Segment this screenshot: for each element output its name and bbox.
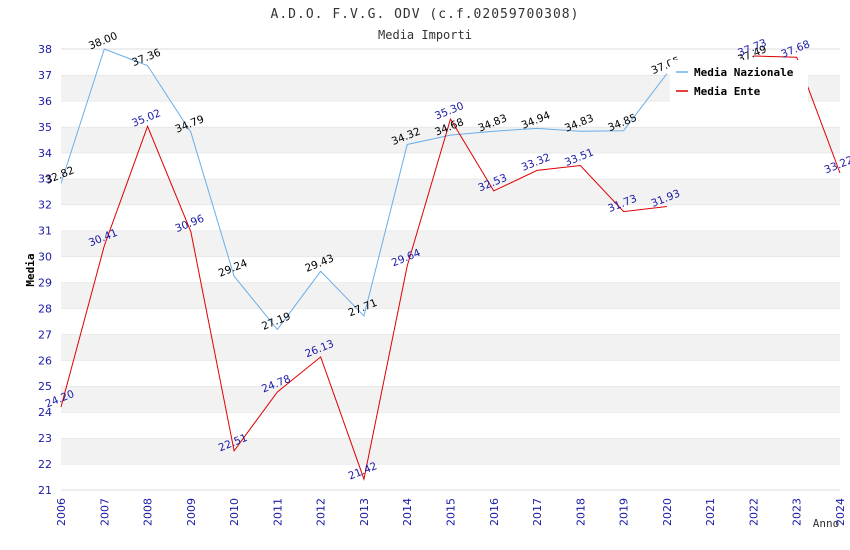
- y-tick-label: 22: [38, 458, 52, 471]
- grid-band: [61, 204, 840, 231]
- grid-band: [61, 230, 840, 257]
- chart-title: A.D.O. F.V.G. ODV (c.f.02059700308): [271, 7, 580, 22]
- x-tick-label: 2013: [358, 498, 371, 526]
- grid-band: [61, 334, 840, 361]
- grid-band: [61, 126, 840, 153]
- grid-band: [61, 360, 840, 387]
- legend: Media Nazionale Media Ente: [670, 60, 808, 104]
- y-tick-label: 32: [38, 199, 52, 212]
- x-tick-label: 2019: [618, 498, 631, 526]
- x-tick-label: 2014: [401, 498, 414, 526]
- series-line-2: [60, 55, 841, 481]
- x-tick-label: 2007: [98, 498, 111, 526]
- y-tick-label: 24: [38, 406, 52, 419]
- x-tick-label: 2008: [142, 498, 155, 526]
- x-axis-label: Anno: [813, 517, 840, 530]
- grid-band: [61, 308, 840, 335]
- grid-band: [61, 100, 840, 127]
- x-tick-label: 2018: [574, 498, 587, 526]
- y-tick-label: 38: [38, 43, 52, 56]
- x-axis-ticks: 2006 2007 2008 2009 2010 2011 2012 2013 2014 2015…: [55, 498, 847, 526]
- x-tick-label: 2012: [315, 498, 328, 526]
- x-tick-label: 2006: [55, 498, 68, 526]
- x-tick-label: 2024: [834, 498, 847, 526]
- x-tick-label: 2009: [185, 498, 198, 526]
- y-tick-label: 34: [38, 147, 52, 160]
- y-tick-label: 23: [38, 432, 52, 445]
- y-tick-label: 33: [38, 173, 52, 186]
- x-tick-label: 2016: [488, 498, 501, 526]
- series-lines: [60, 49, 841, 481]
- x-tick-label: 2017: [531, 498, 544, 526]
- grid-bands: [61, 48, 840, 491]
- grid-band: [61, 256, 840, 283]
- x-tick-label: 2023: [791, 498, 804, 526]
- y-tick-label: 25: [38, 380, 52, 393]
- grid-band: [61, 178, 840, 205]
- x-tick-label: 2015: [445, 498, 458, 526]
- y-tick-label: 28: [38, 302, 52, 315]
- y-tick-label: 31: [38, 225, 52, 238]
- y-axis-label: Media: [24, 253, 37, 286]
- grid-band: [61, 282, 840, 309]
- x-tick-label: 2010: [228, 498, 241, 526]
- y-axis-ticks: 21 22 23 24 25 26 27 28 29 30 31 32 33 34 35 36 37 38: [38, 43, 52, 497]
- grid-band: [61, 152, 840, 179]
- y-tick-label: 37: [38, 69, 52, 82]
- y-tick-label: 35: [38, 121, 52, 134]
- y-tick-label: 21: [38, 484, 52, 497]
- x-tick-label: 2020: [661, 498, 674, 526]
- x-tick-label: 2022: [747, 498, 760, 526]
- y-tick-label: 36: [38, 95, 52, 108]
- legend-entry: Media Nazionale: [694, 66, 794, 79]
- x-tick-label: 2011: [271, 498, 284, 526]
- y-tick-label: 27: [38, 328, 52, 341]
- grid-band: [61, 464, 840, 490]
- grid-band: [61, 438, 840, 465]
- y-tick-label: 26: [38, 354, 52, 367]
- y-tick-label: 29: [38, 276, 52, 289]
- legend-entry: Media Ente: [694, 85, 761, 98]
- grid-band: [61, 412, 840, 439]
- legend-box: [670, 60, 808, 104]
- chart-subtitle: Media Importi: [378, 28, 472, 42]
- x-tick-label: 2021: [704, 498, 717, 526]
- y-tick-label: 30: [38, 251, 52, 264]
- grid-band: [61, 386, 840, 413]
